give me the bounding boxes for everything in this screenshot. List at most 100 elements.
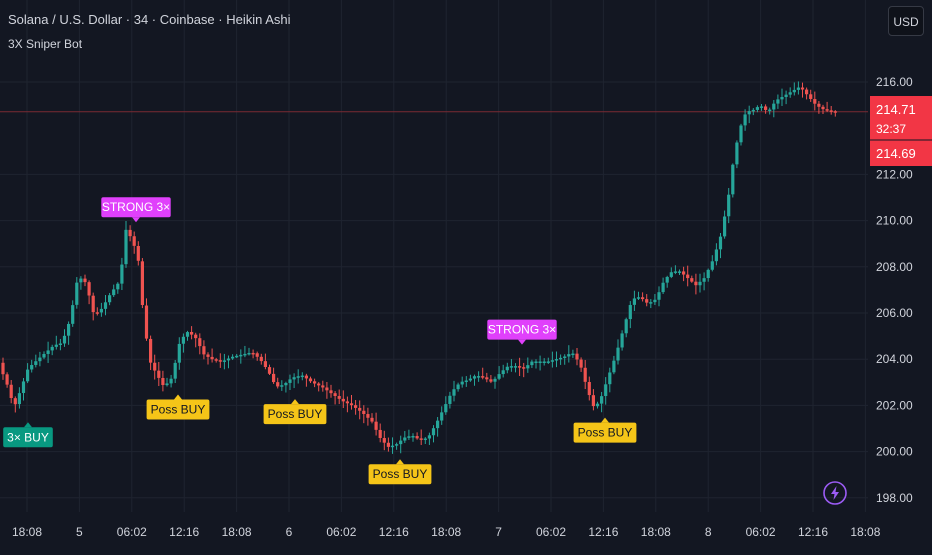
candle-body [776,99,780,104]
candle-body [706,269,710,279]
candle-body [231,356,235,359]
candle-body [136,246,140,261]
candle-body [813,99,817,104]
x-tick-label: 18:08 [641,525,671,539]
candle-body [226,358,231,361]
candle-body [280,385,284,387]
x-tick-label: 18:08 [222,525,252,539]
candle-body [559,357,563,360]
candle-body [79,278,83,283]
signal-label: STRONG 3× [488,323,556,337]
candle-body [542,361,546,364]
candle-body [735,142,739,165]
candle-body [165,383,169,386]
candle-body [95,312,99,314]
candle-body [157,370,161,378]
candle-body [759,106,764,108]
candle-body [595,403,600,407]
candle-body [87,282,91,296]
candle-body [308,378,313,382]
candle-body [419,438,423,440]
indicator-name[interactable]: 3X Sniper Bot [8,37,83,51]
signal-label-box [263,404,327,425]
candle-body [218,360,222,362]
candle-body [202,346,206,355]
candle-body [112,289,116,296]
candle-body [628,305,632,320]
candle-body [497,374,501,379]
candle-body [288,379,292,383]
y-tick-label: 204.00 [876,352,913,366]
candle-body [608,372,612,385]
candle-body [649,302,653,304]
candle-body [120,264,124,284]
lightning-icon[interactable] [822,480,848,506]
candle-body [75,282,79,305]
candle-body [354,405,358,408]
candle-body [317,383,321,386]
candle-body [177,343,181,363]
candle-body [1,362,5,375]
x-tick-label: 12:16 [798,525,828,539]
candle-body [358,407,362,411]
candle-body [669,272,673,277]
candle-body [714,249,718,262]
candle-body [190,331,194,335]
candle-body [198,338,202,347]
candle-body [415,436,419,439]
candle-body [386,442,390,447]
candle-body [304,375,308,379]
candle-body [161,377,165,386]
candle-body [13,398,17,405]
candle-body [423,438,427,441]
signal-label-box [146,399,210,420]
signal-label-box [487,319,557,340]
signal-label-box [101,197,171,218]
candle-body [567,354,571,357]
candle-body [723,216,727,237]
candle-body [169,378,173,384]
signal-pointer [601,417,609,423]
candle-body [300,375,304,378]
candle-body [727,194,731,217]
candle-body [772,103,776,110]
candle-body [698,281,702,286]
candle-body [587,382,591,396]
candle-body [255,353,259,357]
candle-body [185,332,190,337]
signal-pointer [291,399,299,405]
candle-body [534,361,538,364]
currency-button[interactable]: USD [888,6,924,36]
x-tick-label: 06:02 [117,525,147,539]
candle-body [34,361,38,365]
signal-pointer [174,394,182,400]
candle-body [128,229,132,237]
candle-body [5,374,9,385]
candle-body [796,87,800,90]
candle-body [99,308,103,313]
x-tick-label: 18:08 [431,525,461,539]
candle-body [62,335,67,344]
candle-body [780,97,784,100]
countdown-label: 32:37 [876,122,906,136]
candle-body [554,359,559,361]
candle-body [239,354,243,357]
candle-body [571,353,575,356]
candle-body [464,380,468,382]
signal-label: Poss BUY [373,467,428,481]
candle-body [493,378,497,382]
candle-body [747,111,751,115]
candle-body [509,366,513,368]
second-price-label: 214.69 [876,146,916,161]
candle-body [784,94,788,97]
candle-body [21,381,26,394]
candle-body [276,382,280,387]
candle-body [259,356,263,362]
candle-body [431,428,436,436]
candle-body [26,369,30,382]
candle-body [718,236,723,250]
candle-body [600,396,604,404]
candle-body [575,353,579,360]
